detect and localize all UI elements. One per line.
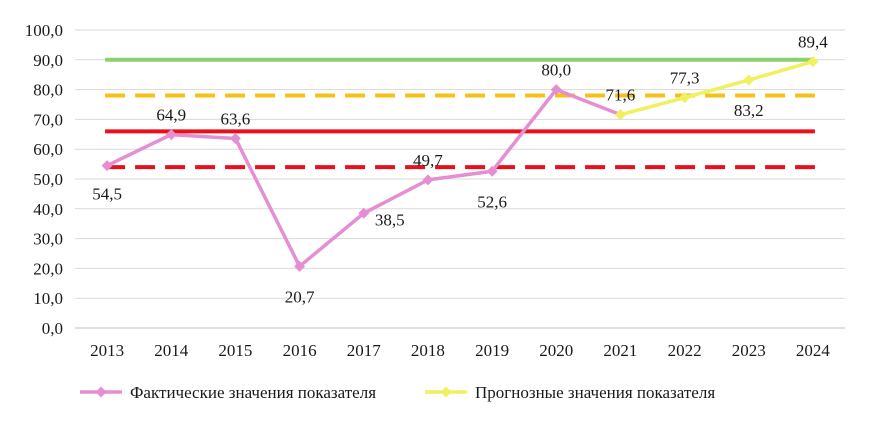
data-label: 77,3 — [670, 69, 700, 88]
data-point-marker — [679, 92, 691, 104]
data-label: 71,6 — [606, 86, 636, 105]
legend-label: Прогнозные значения показателя — [475, 383, 715, 402]
reference-lines — [105, 57, 815, 170]
data-label: 83,2 — [734, 101, 764, 120]
data-point-marker — [550, 84, 562, 96]
x-tick-label: 2019 — [475, 341, 509, 360]
y-tick-label: 30,0 — [33, 230, 63, 249]
data-point-marker — [614, 109, 626, 121]
x-tick-label: 2014 — [154, 341, 189, 360]
data-point-marker — [743, 74, 755, 86]
y-tick-label: 80,0 — [33, 81, 63, 100]
data-point-marker — [807, 56, 819, 68]
x-tick-label: 2020 — [539, 341, 573, 360]
y-tick-label: 20,0 — [33, 259, 63, 278]
data-point-marker — [101, 160, 113, 172]
data-label: 89,4 — [798, 33, 828, 52]
x-tick-label: 2021 — [603, 341, 637, 360]
x-tick-label: 2017 — [347, 341, 382, 360]
data-point-marker — [229, 132, 241, 144]
data-point-marker — [294, 260, 306, 272]
data-label: 64,9 — [156, 106, 186, 125]
x-tick-label: 2022 — [668, 341, 702, 360]
series-line — [619, 59, 814, 117]
legend-label: Фактические значения показателя — [130, 383, 376, 402]
legend-marker — [440, 386, 452, 398]
data-point-marker — [165, 129, 177, 141]
x-tick-label: 2016 — [283, 341, 317, 360]
y-tick-label: 40,0 — [33, 200, 63, 219]
data-label: 54,5 — [92, 185, 122, 204]
axis-layer: 0,0 10,0 20,0 30,0 40,0 50,0 60,0 70,0 80,0 90,0 1… — [25, 21, 845, 360]
x-tick-label: 2015 — [218, 341, 252, 360]
y-tick-label: 10,0 — [33, 289, 63, 308]
x-tick-label: 2023 — [732, 341, 766, 360]
y-tick-label: 70,0 — [33, 110, 63, 129]
data-label: 38,5 — [375, 210, 405, 229]
data-label: 20,7 — [285, 287, 315, 306]
y-tick-label: 50,0 — [33, 170, 63, 189]
data-labels: 54,5 64,9 63,6 20,7 38,5 49,7 52,6 80,0 71,6 77,3… — [92, 33, 828, 307]
grid-layer — [75, 29, 845, 329]
data-label: 49,7 — [413, 151, 443, 170]
data-label: 80,0 — [541, 61, 571, 80]
y-tick-label: 90,0 — [33, 51, 63, 70]
data-point-marker — [358, 207, 370, 219]
legend: Фактические значения показателя Прогнозны… — [80, 383, 715, 402]
legend-marker — [95, 386, 107, 398]
x-tick-label: 2024 — [796, 341, 831, 360]
y-tick-label: 100,0 — [25, 21, 63, 40]
series-layer — [101, 56, 819, 272]
y-tick-label: 60,0 — [33, 140, 63, 159]
data-label: 63,6 — [221, 109, 251, 128]
x-tick-label: 2013 — [90, 341, 124, 360]
data-point-marker — [486, 165, 498, 177]
data-label: 52,6 — [477, 192, 507, 211]
data-point-marker — [422, 174, 434, 186]
x-tick-label: 2018 — [411, 341, 445, 360]
y-tick-label: 0,0 — [42, 319, 63, 338]
